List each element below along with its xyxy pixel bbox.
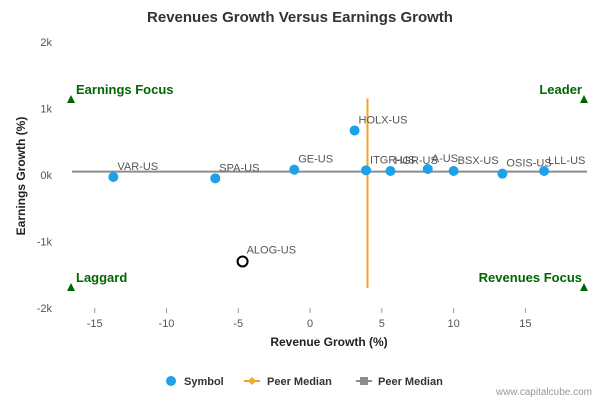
data-point[interactable]: [361, 165, 372, 176]
x-tick-label: 15: [519, 318, 531, 330]
y-tick-label: 0k: [40, 170, 52, 182]
quadrant-label-bottom-left: Laggard: [76, 270, 127, 285]
y-axis: 2k 1k 0k -1k -2k: [37, 37, 53, 315]
legend-item-peer-median-y[interactable]: Peer Median: [356, 376, 443, 388]
data-point-label: A-US: [432, 153, 458, 165]
data-point-label: GE-US: [298, 154, 333, 166]
y-tick-label: -1k: [37, 237, 53, 249]
x-tick-label: -15: [87, 318, 103, 330]
y-tick-label: 1k: [40, 104, 52, 116]
y-tick-label: 2k: [40, 37, 52, 49]
data-point-label: ITGR-US: [370, 154, 415, 166]
legend-item-peer-median-x[interactable]: Peer Median: [244, 376, 332, 388]
legend-peer-median-x-label: Peer Median: [267, 376, 332, 388]
x-tick-label: 5: [379, 318, 385, 330]
x-tick-label: -5: [233, 318, 243, 330]
legend-peer-median-y-square: [360, 377, 368, 385]
data-point-label: LLL-US: [548, 155, 585, 167]
peer-median-lines: [72, 98, 587, 289]
x-tick-label: 0: [307, 318, 313, 330]
data-point[interactable]: [497, 168, 508, 179]
highlight-data-point-label: ALOG-US: [247, 244, 297, 256]
data-point-label: SPA-US: [219, 162, 259, 174]
legend-peer-median-y-label: Peer Median: [378, 376, 443, 388]
data-point-label: HGR-US: [394, 155, 437, 167]
credit-text: www.capitalcube.com: [495, 387, 592, 398]
data-point-label: VAR-US: [117, 161, 158, 173]
data-point[interactable]: [210, 173, 221, 184]
data-point[interactable]: [108, 171, 119, 182]
data-point-label: HOLX-US: [359, 114, 408, 126]
data-point[interactable]: [385, 166, 396, 177]
x-tick-label: 10: [447, 318, 459, 330]
quadrant-marker-bottom-right: [580, 283, 588, 291]
x-axis: -15 -10 -5 0 5 10 15: [87, 308, 532, 330]
quadrant-marker-top-right: [580, 95, 588, 103]
y-tick-label: -2k: [37, 303, 53, 315]
data-point[interactable]: [289, 164, 300, 175]
y-axis-title: Earnings Growth (%): [14, 117, 28, 236]
data-point[interactable]: [349, 125, 360, 136]
quadrant-label-top-right: Leader: [539, 82, 582, 97]
legend-item-symbol[interactable]: Symbol: [166, 376, 224, 388]
legend[interactable]: Symbol Peer Median Peer Median: [166, 376, 443, 388]
quadrant-label-top-left: Earnings Focus: [76, 82, 174, 97]
data-point-label: BSX-US: [458, 155, 499, 167]
data-point[interactable]: [539, 166, 550, 177]
chart-title: Revenues Growth Versus Earnings Growth: [147, 9, 453, 26]
data-points: VAR-US SPA-US GE-US HOLX-US ITGR-USHGR-USA-U…: [108, 114, 585, 268]
legend-symbol-label: Symbol: [184, 376, 224, 388]
data-point[interactable]: [448, 166, 459, 177]
quadrant-labels: Earnings Focus Leader Laggard Revenues Focu…: [67, 82, 588, 291]
quadrant-marker-bottom-left: [67, 283, 75, 291]
data-point[interactable]: [422, 164, 433, 175]
data-point-label: OSIS-US: [506, 158, 551, 170]
x-tick-label: -10: [159, 318, 175, 330]
x-axis-title: Revenue Growth (%): [270, 335, 387, 349]
quadrant-marker-top-left: [67, 95, 75, 103]
legend-symbol-marker: [166, 376, 176, 386]
highlight-data-point[interactable]: [236, 255, 249, 268]
quadrant-label-bottom-right: Revenues Focus: [479, 270, 582, 285]
legend-peer-median-x-diamond: [248, 377, 256, 385]
